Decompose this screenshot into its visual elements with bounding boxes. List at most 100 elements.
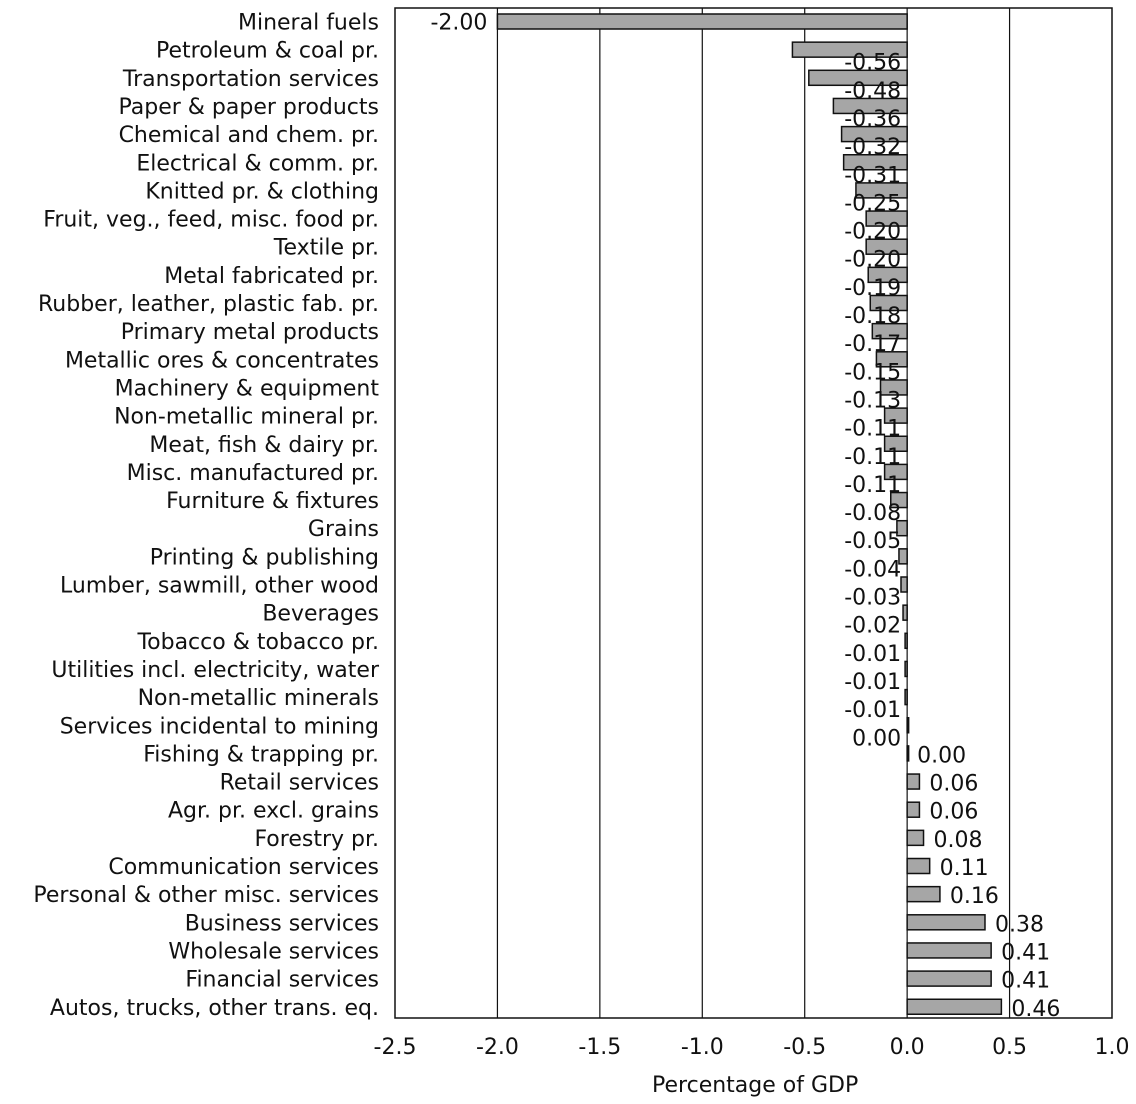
data-label: -0.18	[844, 304, 901, 329]
data-label: -0.19	[844, 276, 901, 301]
bar	[871, 322, 908, 340]
bar	[883, 435, 908, 452]
data-label: -0.01	[844, 698, 901, 723]
bar	[906, 942, 992, 959]
bar	[906, 857, 931, 875]
data-label: 0.38	[995, 912, 1044, 937]
data-label: -0.20	[844, 248, 901, 273]
data-label: -0.15	[844, 360, 901, 385]
bar	[904, 632, 908, 650]
category-label: Autos, trucks, other trans. eq.	[50, 996, 379, 1021]
data-label: -0.31	[844, 163, 901, 188]
bars	[496, 13, 1003, 1015]
bar	[904, 660, 908, 678]
category-label: Transportation services	[122, 67, 379, 92]
bar	[906, 970, 992, 987]
x-tick-label: -2.0	[476, 1035, 519, 1060]
bar	[906, 829, 925, 847]
data-label: -0.48	[844, 79, 901, 104]
data-label: -0.17	[844, 332, 901, 357]
data-label: -0.11	[844, 473, 901, 498]
x-tick-label: -0.5	[783, 1035, 826, 1060]
bar	[832, 97, 908, 115]
category-label: Non-metallic minerals	[138, 686, 379, 711]
bar	[890, 491, 908, 509]
bar	[906, 773, 921, 790]
category-label: Forestry pr.	[254, 827, 379, 852]
x-tick-label: -1.5	[578, 1035, 621, 1060]
bar	[906, 717, 910, 734]
category-label: Primary metal products	[121, 320, 379, 345]
data-label: -0.13	[844, 388, 901, 413]
data-label: -0.25	[844, 191, 901, 216]
category-label: Fishing & trapping pr.	[143, 742, 379, 767]
x-tick-label: 0.5	[992, 1035, 1027, 1060]
category-label: Personal & other misc. services	[33, 883, 379, 908]
data-label: -0.02	[844, 614, 901, 639]
category-label: Paper & paper products	[118, 95, 379, 120]
data-label: 0.11	[940, 856, 989, 881]
data-label: -0.56	[844, 51, 901, 76]
category-label: Petroleum & coal pr.	[156, 39, 379, 64]
bar	[869, 294, 908, 312]
bar	[865, 210, 908, 227]
bar	[883, 463, 908, 481]
category-label: Retail services	[220, 771, 379, 796]
bar	[875, 351, 908, 368]
bar	[906, 914, 986, 931]
category-label: Business services	[185, 911, 379, 936]
data-label: -0.08	[844, 501, 901, 526]
data-label: 0.41	[1001, 940, 1050, 965]
data-label: -0.32	[844, 135, 901, 160]
data-label: -0.20	[844, 220, 901, 245]
category-label: Furniture & fixtures	[166, 489, 379, 514]
gridlines	[496, 8, 1011, 1018]
category-label: Metallic ores & concentrates	[65, 348, 379, 373]
data-label: -0.05	[844, 529, 901, 554]
data-label: -2.00	[430, 11, 487, 36]
bar	[898, 548, 908, 565]
value-labels: -2.00 -0.56 -0.48 -0.36 -0.32 -0.31 -0.25 -0.20…	[430, 11, 1060, 1022]
bar	[842, 154, 908, 171]
bar	[902, 604, 908, 621]
category-label: Meat, fish & dairy pr.	[149, 433, 379, 458]
category-label: Knitted pr. & clothing	[145, 179, 379, 204]
data-label: 0.06	[929, 800, 978, 825]
category-label: Misc. manufactured pr.	[127, 461, 379, 486]
x-tick-label: 0.0	[890, 1035, 925, 1060]
x-tick-label: -1.0	[681, 1035, 724, 1060]
category-label: Utilities incl. electricity, water	[51, 658, 380, 683]
bar	[840, 125, 908, 143]
category-label: Mineral fuels	[238, 11, 379, 36]
bar	[879, 379, 908, 396]
category-label: Financial services	[185, 968, 379, 993]
data-label: -0.03	[844, 586, 901, 611]
category-label: Wholesale services	[168, 939, 379, 964]
plot-frame	[394, 7, 1113, 1019]
category-label: Tobacco & tobacco pr.	[136, 630, 379, 655]
bar	[906, 885, 941, 903]
x-axis-title: Percentage of GDP	[652, 1073, 858, 1098]
category-label: Chemical and chem. pr.	[119, 123, 379, 148]
category-label: Grains	[308, 517, 379, 542]
bar	[906, 998, 1003, 1015]
data-label: -0.04	[844, 557, 901, 582]
category-label: Lumber, sawmill, other wood	[60, 574, 379, 599]
x-tick-label: 1.0	[1095, 1035, 1130, 1060]
category-label: Non-metallic mineral pr.	[114, 405, 379, 430]
x-tick-label: -2.5	[374, 1035, 417, 1060]
category-label: Textile pr.	[273, 236, 379, 261]
category-label: Communication services	[108, 855, 379, 880]
bar	[904, 688, 908, 706]
category-label: Fruit, veg., feed, misc. food pr.	[43, 208, 379, 233]
data-label: 0.08	[934, 828, 983, 853]
bar	[855, 182, 908, 199]
data-label: -0.01	[844, 670, 901, 695]
bar	[906, 745, 910, 762]
data-label: 0.41	[1001, 969, 1050, 994]
data-label: -0.01	[844, 642, 901, 667]
category-label: Agr. pr. excl. grains	[168, 799, 379, 824]
bar	[906, 801, 921, 818]
